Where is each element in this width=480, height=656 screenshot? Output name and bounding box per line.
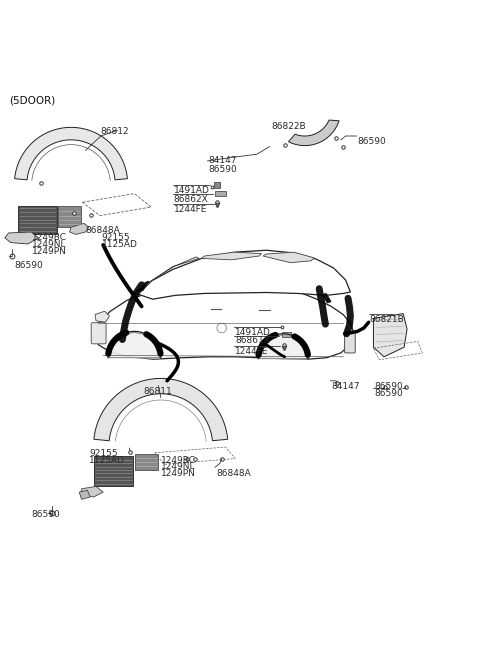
Text: 1249PN: 1249PN xyxy=(32,247,67,256)
Polygon shape xyxy=(202,252,262,260)
Text: 1249BC: 1249BC xyxy=(161,456,196,464)
Bar xyxy=(282,333,291,337)
Bar xyxy=(215,191,226,195)
Text: 86590: 86590 xyxy=(31,510,60,520)
Text: (5DOOR): (5DOOR) xyxy=(10,95,56,105)
Bar xyxy=(135,454,158,470)
Text: 86590: 86590 xyxy=(374,382,403,391)
Polygon shape xyxy=(373,314,407,357)
Bar xyxy=(18,205,57,234)
Text: 86822B: 86822B xyxy=(271,121,306,131)
Text: 86590: 86590 xyxy=(14,261,43,270)
Text: 86590: 86590 xyxy=(374,390,403,398)
Text: 1125AD: 1125AD xyxy=(89,456,125,464)
Text: 86590: 86590 xyxy=(208,165,237,174)
Text: 1249PN: 1249PN xyxy=(161,469,196,478)
Bar xyxy=(214,182,220,188)
Text: 1491AD: 1491AD xyxy=(174,186,210,195)
Text: 86861X: 86861X xyxy=(235,336,270,345)
Text: 86812: 86812 xyxy=(101,127,130,136)
Polygon shape xyxy=(79,490,90,499)
Polygon shape xyxy=(134,250,350,299)
Polygon shape xyxy=(288,120,339,146)
Text: 86848A: 86848A xyxy=(85,226,120,235)
FancyBboxPatch shape xyxy=(91,323,106,344)
FancyBboxPatch shape xyxy=(345,332,355,353)
Text: 1244FE: 1244FE xyxy=(235,347,269,356)
Polygon shape xyxy=(81,486,103,497)
Text: 1249NL: 1249NL xyxy=(32,240,66,249)
Wedge shape xyxy=(109,333,159,358)
Polygon shape xyxy=(94,379,228,441)
Text: 86811: 86811 xyxy=(143,386,172,396)
Bar xyxy=(94,456,133,486)
Polygon shape xyxy=(322,293,331,303)
Text: 1249NL: 1249NL xyxy=(161,462,196,472)
Text: 92155: 92155 xyxy=(89,449,118,458)
Polygon shape xyxy=(70,223,89,234)
Bar xyxy=(58,205,81,227)
Text: 86862X: 86862X xyxy=(174,195,208,203)
Polygon shape xyxy=(5,232,38,244)
Circle shape xyxy=(217,323,227,333)
Text: 1244FE: 1244FE xyxy=(174,205,207,214)
Text: 1125AD: 1125AD xyxy=(102,240,138,249)
Polygon shape xyxy=(94,286,354,359)
Polygon shape xyxy=(139,281,149,292)
Text: 1249BC: 1249BC xyxy=(32,234,67,243)
Wedge shape xyxy=(260,335,307,359)
Text: 1491AD: 1491AD xyxy=(235,328,271,337)
Text: 84147: 84147 xyxy=(331,382,360,391)
Text: 86590: 86590 xyxy=(358,137,386,146)
Text: 92155: 92155 xyxy=(102,234,131,243)
Polygon shape xyxy=(143,257,199,289)
Text: 86848A: 86848A xyxy=(216,469,251,478)
Text: 86821B: 86821B xyxy=(370,315,404,324)
Polygon shape xyxy=(15,127,127,180)
Polygon shape xyxy=(95,311,109,322)
Text: 84147: 84147 xyxy=(208,156,237,165)
Polygon shape xyxy=(263,252,314,262)
